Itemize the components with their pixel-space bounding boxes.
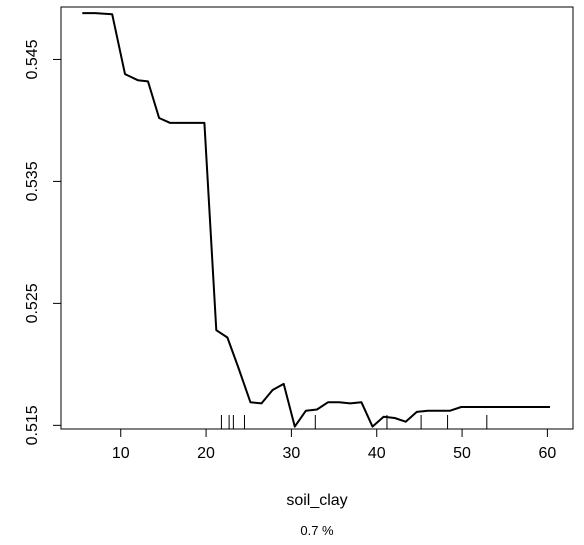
y-tick-label: 0.545: [24, 39, 41, 79]
x-axis-title: soil_clay: [286, 492, 347, 509]
x-axis: 10 20 30 40 50 60: [112, 429, 557, 462]
y-tick-label: 0.525: [24, 283, 41, 323]
plot-area: [82, 12, 550, 429]
y-tick-label: 0.535: [24, 161, 41, 201]
plot-frame: [60, 6, 574, 430]
x-tick-label: 30: [283, 445, 301, 462]
x-tick-label: 20: [197, 445, 215, 462]
x-tick-label: 50: [453, 445, 471, 462]
y-axis: 0.515 0.525 0.535 0.545: [24, 39, 61, 445]
x-tick-label: 40: [368, 445, 386, 462]
series-line: [82, 12, 550, 428]
x-tick-label: 60: [539, 445, 557, 462]
chart-subtitle: 0.7 %: [300, 523, 334, 538]
x-tick-label: 10: [112, 445, 130, 462]
y-tick-label: 0.515: [24, 405, 41, 445]
